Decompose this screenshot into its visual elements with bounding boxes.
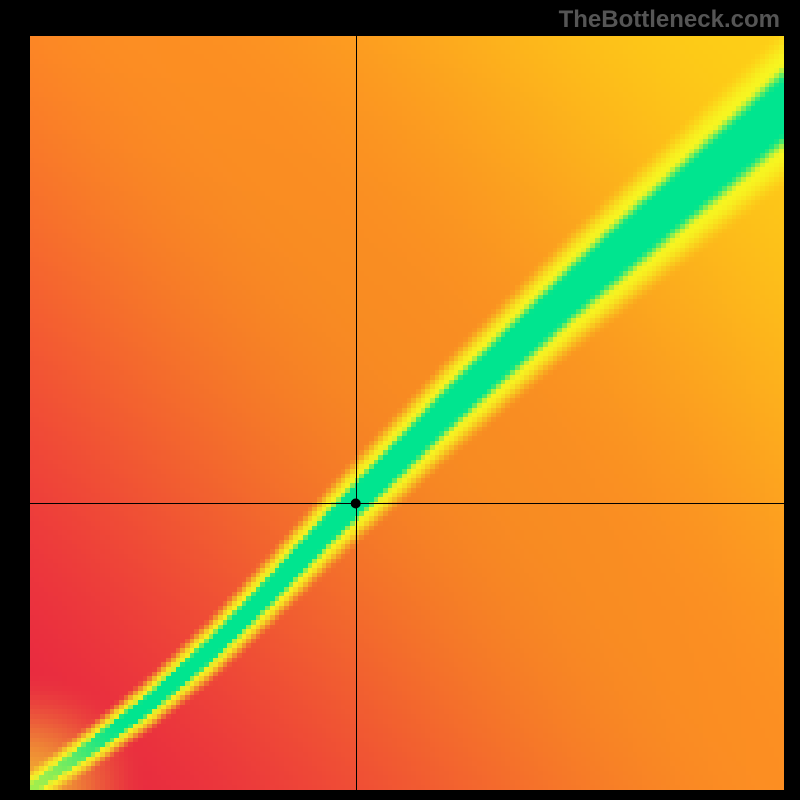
heatmap-plot [30,36,784,790]
watermark-text: TheBottleneck.com [559,6,780,34]
